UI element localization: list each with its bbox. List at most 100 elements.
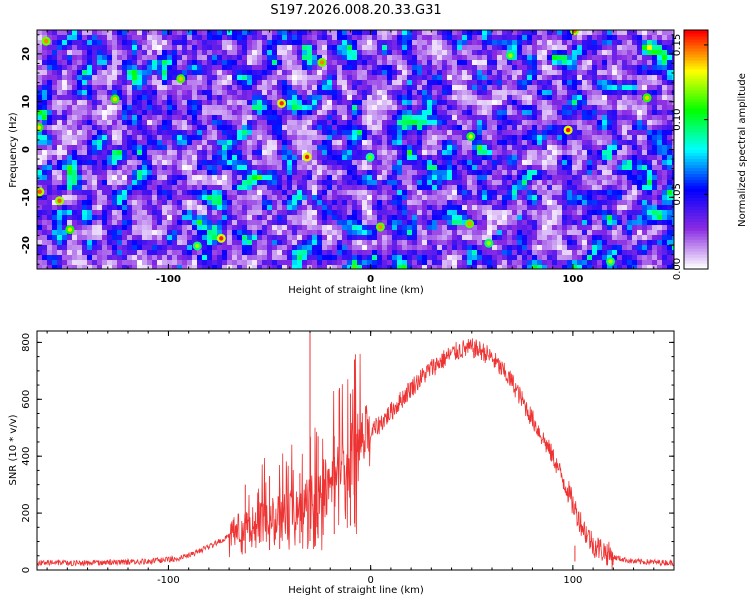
heatmap-cell	[302, 215, 308, 221]
heatmap-cell	[162, 105, 168, 111]
heatmap-cell	[352, 175, 358, 181]
heatmap-cell	[267, 130, 273, 136]
heatmap-cell	[127, 215, 133, 221]
heatmap-cell	[247, 45, 253, 51]
heatmap-cell	[97, 155, 103, 161]
heatmap-cell	[347, 220, 353, 226]
heatmap-cell	[522, 215, 528, 221]
heatmap-cell	[612, 75, 618, 81]
heatmap-cell	[87, 215, 93, 221]
heatmap-cell	[502, 75, 508, 81]
heatmap-cell	[187, 35, 193, 41]
heatmap-cell	[482, 80, 488, 86]
heatmap-cell	[292, 110, 298, 116]
heatmap-cell	[607, 40, 613, 46]
heatmap-cell	[332, 185, 338, 191]
heatmap-cell	[192, 70, 198, 76]
heatmap-cell	[132, 200, 138, 206]
heatmap-cell	[177, 210, 183, 216]
heatmap-cell	[152, 220, 158, 226]
heatmap-cell	[652, 130, 658, 136]
heatmap-cell	[412, 155, 418, 161]
heatmap-cell	[517, 45, 523, 51]
heatmap-cell	[442, 70, 448, 76]
heatmap-cell	[417, 215, 423, 221]
heatmap-cell	[107, 105, 113, 111]
heatmap-cell	[192, 175, 198, 181]
heatmap-cell	[297, 155, 303, 161]
heatmap-cell	[402, 175, 408, 181]
heatmap-cell	[87, 210, 93, 216]
heatmap-cell	[657, 30, 663, 36]
heatmap-cell	[207, 200, 213, 206]
heatmap-cell	[112, 205, 118, 211]
heatmap-cell	[52, 175, 58, 181]
heatmap-cell	[237, 80, 243, 86]
heatmap-cell	[447, 210, 453, 216]
heatmap-cell	[327, 90, 333, 96]
heatmap-cell	[622, 165, 628, 171]
heatmap-cell	[557, 50, 563, 56]
heatmap-cell	[652, 60, 658, 66]
heatmap-cell	[532, 85, 538, 91]
heatmap-cell	[397, 75, 403, 81]
heatmap-cell	[117, 210, 123, 216]
heatmap-cell	[207, 210, 213, 216]
heatmap-cell	[247, 70, 253, 76]
heatmap-cell	[327, 195, 333, 201]
heatmap-cell	[357, 140, 363, 146]
heatmap-cell	[167, 120, 173, 126]
heatmap-cell	[627, 90, 633, 96]
heatmap-cell	[542, 170, 548, 176]
heatmap-cell	[607, 160, 613, 166]
heatmap-cell	[382, 65, 388, 71]
heatmap-cell	[522, 170, 528, 176]
heatmap-cell	[592, 185, 598, 191]
heatmap-cell	[487, 195, 493, 201]
heatmap-cell	[117, 55, 123, 61]
heatmap-cell	[402, 165, 408, 171]
heatmap-cell	[332, 35, 338, 41]
heatmap-cell	[232, 180, 238, 186]
heatmap-cell	[417, 110, 423, 116]
heatmap-cell	[77, 80, 83, 86]
heatmap-cell	[302, 110, 308, 116]
heatmap-cell	[337, 65, 343, 71]
heatmap-cell	[402, 160, 408, 166]
heatmap-cell	[457, 200, 463, 206]
heatmap-cell	[217, 65, 223, 71]
heatmap-cell	[502, 110, 508, 116]
heatmap-cell	[512, 215, 518, 221]
heatmap-cell	[467, 95, 473, 101]
heatmap-cell	[277, 160, 283, 166]
heatmap-cell	[282, 150, 288, 156]
heatmap-cell	[142, 145, 148, 151]
heatmap-cell	[567, 150, 573, 156]
heatmap-cell	[392, 145, 398, 151]
heatmap-cell	[272, 165, 278, 171]
heatmap-cell	[177, 100, 183, 106]
heatmap-cell	[112, 45, 118, 51]
heatmap-cell	[607, 90, 613, 96]
heatmap-cell	[162, 150, 168, 156]
heatmap-cell	[457, 50, 463, 56]
heatmap-cell	[372, 185, 378, 191]
heatmap-cell	[522, 90, 528, 96]
heatmap-cell	[52, 160, 58, 166]
heatmap-cell	[522, 180, 528, 186]
heatmap-cell	[572, 145, 578, 151]
heatmap-cell	[567, 70, 573, 76]
heatmap-cell	[552, 140, 558, 146]
heatmap-cell	[312, 170, 318, 176]
heatmap-cell	[137, 75, 143, 81]
heatmap-cell	[272, 190, 278, 196]
heatmap-cell	[577, 170, 583, 176]
heatmap-cell	[587, 160, 593, 166]
heatmap-cell	[267, 190, 273, 196]
heatmap-cell	[342, 190, 348, 196]
heatmap-cell	[447, 220, 453, 226]
heatmap-cell	[127, 175, 133, 181]
heatmap-cell	[537, 110, 543, 116]
heatmap-cell	[477, 45, 483, 51]
heatmap-cell	[497, 90, 503, 96]
